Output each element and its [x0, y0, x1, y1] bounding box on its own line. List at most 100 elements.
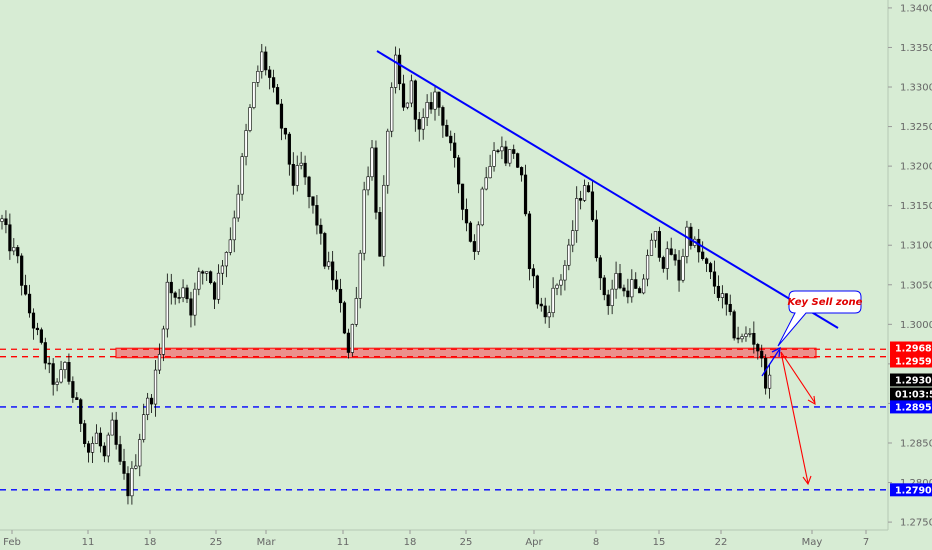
candle — [720, 285, 724, 309]
candle-body — [716, 285, 721, 298]
candle-body — [539, 303, 543, 307]
candle-body — [98, 432, 103, 447]
candle-body — [767, 374, 772, 389]
candle — [598, 255, 602, 290]
candle-body — [496, 150, 500, 152]
candle-body — [409, 80, 413, 104]
candle — [575, 186, 579, 243]
candle — [12, 238, 16, 256]
candle-body — [4, 218, 8, 226]
candle-body — [358, 252, 362, 299]
candle-body — [417, 119, 421, 130]
candle — [240, 152, 244, 201]
candle-body — [157, 354, 162, 371]
candle — [374, 140, 378, 220]
x-tick-label: 25 — [460, 537, 473, 548]
candle-body — [433, 91, 437, 110]
candle-body — [744, 333, 748, 337]
candle — [724, 293, 728, 316]
candle-body — [649, 239, 654, 256]
red-arrow-2-head — [802, 475, 812, 486]
candle-body — [31, 312, 36, 329]
candle — [307, 175, 311, 209]
candle-body — [173, 292, 177, 298]
candle-body — [394, 54, 398, 88]
price-badge-bg — [890, 483, 932, 497]
y-tick-label: 1.32500 — [900, 122, 932, 133]
y-tick-label: 1.30500 — [900, 280, 932, 291]
candle — [303, 155, 307, 185]
plot-area[interactable]: Key Sell zone — [0, 43, 888, 505]
price-badge-bg — [890, 354, 932, 368]
candle — [122, 448, 126, 480]
x-tick-label: 15 — [653, 537, 666, 548]
candle-body — [43, 342, 47, 364]
candle-body — [236, 193, 240, 219]
candle-body — [665, 248, 669, 269]
candle-body — [75, 397, 79, 400]
candle — [71, 376, 75, 403]
candle — [582, 179, 587, 203]
candle-body — [567, 244, 571, 266]
candle-body — [256, 71, 260, 83]
blue-arrow-line — [761, 349, 780, 377]
candle-body — [114, 419, 118, 445]
candle — [728, 294, 732, 316]
candle-body — [79, 399, 83, 424]
candle — [673, 248, 677, 266]
y-tick-label: 1.33000 — [900, 83, 932, 94]
candle-body — [201, 271, 205, 274]
candle — [401, 74, 406, 111]
candle-body — [90, 443, 95, 453]
candle — [681, 248, 685, 283]
candle — [334, 271, 339, 292]
candle-body — [193, 288, 197, 316]
candle-body — [488, 166, 492, 179]
x-axis: Feb 11 18 25 Mar 11 18 25 Apr 8 15 22 May 7 — [0, 529, 888, 548]
candle-body — [500, 146, 504, 152]
candle — [323, 231, 327, 270]
blue-arrow-head — [771, 346, 781, 358]
candle — [47, 357, 51, 374]
candle-body — [618, 273, 622, 289]
candle-body — [677, 259, 681, 281]
candle — [146, 392, 150, 421]
candle-body — [63, 362, 67, 371]
candle-body — [303, 162, 307, 178]
candle-body — [634, 279, 638, 289]
candle — [346, 328, 351, 359]
candle — [535, 274, 539, 309]
candle — [409, 74, 413, 108]
candle-body — [386, 130, 390, 186]
candle — [98, 427, 103, 453]
candle-body — [626, 290, 630, 298]
candle — [55, 378, 59, 392]
candle-body — [492, 150, 496, 167]
candle-body — [39, 329, 43, 343]
candle — [201, 269, 205, 285]
candle-body — [118, 444, 122, 462]
candle-body — [547, 312, 551, 318]
candle — [248, 104, 252, 133]
candle-body — [346, 332, 351, 353]
candle-body — [12, 247, 16, 252]
candle — [500, 136, 504, 160]
candle-body — [535, 275, 539, 305]
candle — [484, 167, 488, 191]
candle-body — [519, 167, 524, 176]
key-sell-zone-callout[interactable]: Key Sell zone — [777, 290, 863, 347]
candle — [685, 220, 689, 264]
candle — [630, 269, 634, 303]
candle — [555, 283, 559, 296]
candle-body — [161, 328, 165, 355]
candle — [449, 130, 453, 151]
candle-body — [527, 213, 532, 269]
candle-body — [197, 271, 201, 290]
candle-body — [724, 293, 728, 305]
candle-body — [712, 271, 717, 287]
candle — [760, 344, 764, 368]
x-tick-label: 11 — [82, 537, 95, 548]
candle-body — [311, 196, 315, 206]
